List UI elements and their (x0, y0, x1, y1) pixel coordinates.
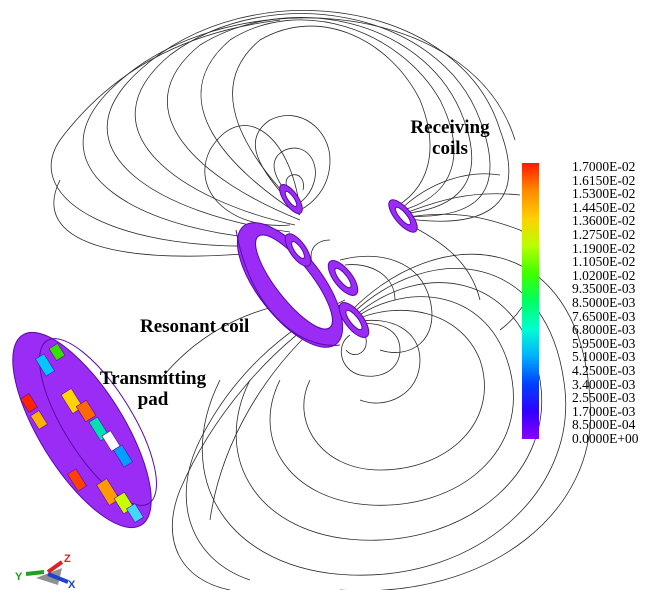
legend-tick-label: 1.7000E-02 (572, 159, 636, 174)
axis-triad: Y Z X (15, 553, 76, 590)
legend-tick-label: 7.6500E-03 (572, 308, 636, 324)
colorbar (522, 163, 539, 439)
transmitting-label-line2: pad (137, 389, 169, 410)
legend-tick-label: 1.1900E-02 (572, 240, 636, 256)
legend-tick-label: 8.5000E-04 (572, 417, 636, 433)
receiving-label-line2: coils (432, 138, 468, 159)
legend-tick-labels: 1.7000E-02 1.6150E-02 1.5300E-02 1.4450E-02… (572, 160, 639, 445)
legend-tick-label: 1.1050E-02 (572, 254, 636, 270)
legend-tick-label: 1.7000E-03 (572, 403, 636, 419)
legend-tick-label: 6.8000E-03 (572, 322, 636, 338)
axis-x-label: X (68, 579, 76, 590)
resonant-coil-label: Resonant coil (140, 316, 250, 337)
receiving-coils-label: Receiving coils (404, 117, 496, 159)
transmitting-pad (12, 331, 157, 529)
legend-tick-label: 5.9500E-03 (572, 335, 636, 351)
legend-tick-label: 0.0000E+00 (572, 430, 639, 446)
transmitting-pad-label: Transmitting pad (88, 368, 218, 410)
axis-y-label: Y (15, 571, 23, 583)
legend-tick-label: 8.5000E-03 (572, 294, 636, 310)
legend-tick-label: 1.5300E-02 (572, 186, 636, 202)
legend-tick-label: 1.4450E-02 (572, 199, 636, 215)
axis-z-label: Z (64, 553, 71, 565)
legend-tick-label: 1.6150E-02 (572, 172, 636, 188)
legend-tick-label: 2.5500E-03 (572, 390, 636, 406)
receiving-label-line1: Receiving (410, 117, 490, 138)
receiving-coils (279, 184, 418, 338)
legend-tick-label: 5.1000E-03 (572, 349, 636, 365)
legend-tick-label: 9.3500E-03 (572, 281, 636, 297)
color-legend: 1.7000E-02 1.6150E-02 1.5300E-02 1.4450E-02… (522, 160, 662, 445)
legend-tick-label: 3.4000E-03 (572, 376, 636, 392)
legend-tick-label: 4.2500E-03 (572, 362, 636, 378)
resonant-coil (235, 222, 344, 348)
legend-tick-label: 1.2750E-02 (572, 226, 636, 242)
legend-tick-label: 1.3600E-02 (572, 213, 636, 229)
legend-tick-label: 1.0200E-02 (572, 267, 636, 283)
transmitting-label-line1: Transmitting (99, 368, 207, 389)
